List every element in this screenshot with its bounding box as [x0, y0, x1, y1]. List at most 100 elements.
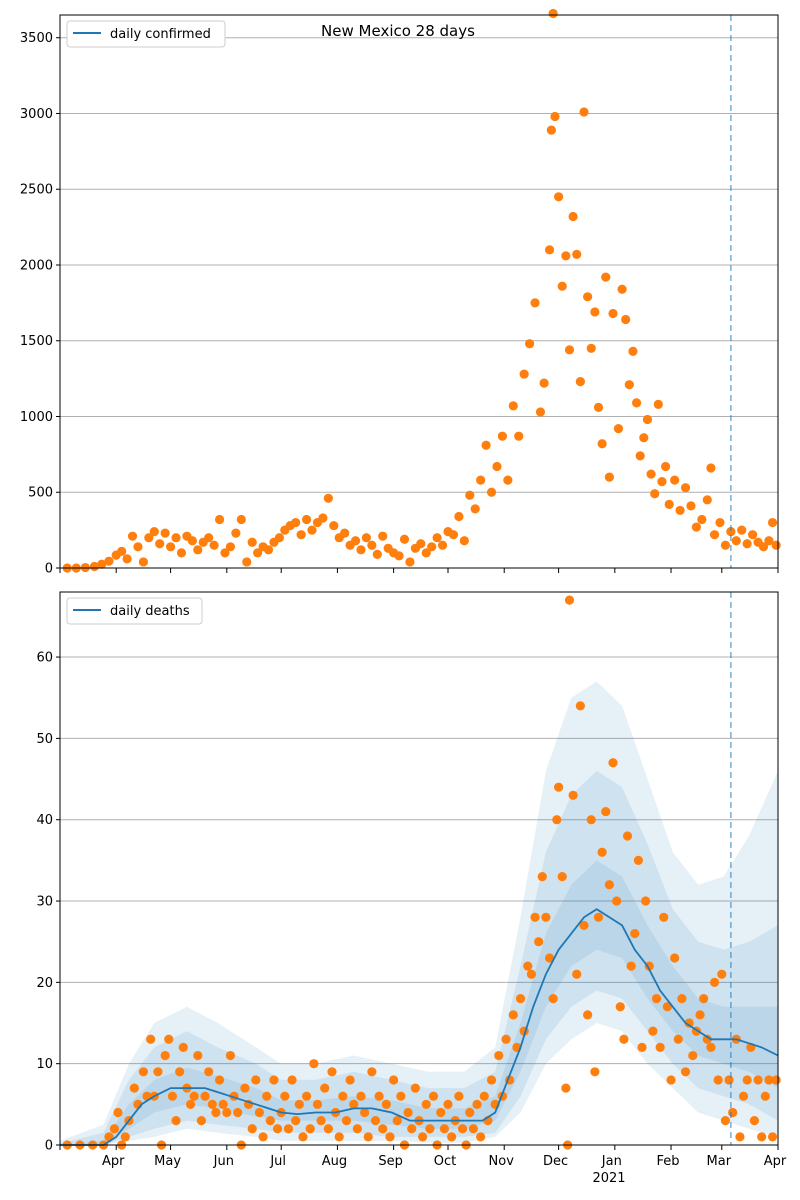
deaths-y-ticks: 0 10 20 30 40 50 60 — [36, 651, 60, 1154]
deaths-panel: 0 10 20 30 40 50 60 Apr May Jun Jul Aug Sep Oct Nov De… — [36, 591, 787, 1186]
deaths-point — [604, 880, 614, 890]
deaths-point — [699, 994, 709, 1004]
confirmed-point — [628, 346, 638, 356]
deaths-point — [601, 806, 611, 817]
confirmed-point — [660, 461, 671, 472]
confirmed-point — [187, 536, 197, 546]
confirmed-point — [650, 489, 660, 499]
deaths-model-line — [60, 908, 779, 1146]
deaths-point — [552, 815, 562, 825]
confirmed-point — [539, 378, 549, 388]
deaths-point — [204, 1067, 214, 1077]
deaths-point — [757, 1132, 767, 1142]
confirmed-point — [405, 557, 415, 567]
deaths-point — [454, 1091, 464, 1101]
confirmed-point — [597, 439, 607, 449]
confirmed-x-ticks — [59, 568, 779, 573]
confirmed-point — [97, 559, 107, 569]
confirmed-point — [557, 281, 567, 291]
confirmed-point — [764, 536, 774, 546]
confirmed-point — [530, 298, 540, 308]
confirmed-point — [550, 111, 560, 122]
deaths-x-tick-label: Feb — [657, 1154, 680, 1169]
confirmed-point — [575, 377, 585, 387]
deaths-point — [476, 1132, 486, 1142]
deaths-point — [486, 1075, 497, 1085]
confirmed-point — [176, 548, 187, 558]
confirmed-point — [399, 534, 410, 544]
deaths-point — [262, 1091, 272, 1101]
deaths-x-tick-label: Oct — [434, 1154, 456, 1169]
deaths-point — [713, 1075, 723, 1085]
deaths-point — [367, 1067, 377, 1077]
deaths-axes-frame — [59, 591, 779, 1146]
deaths-point — [728, 1107, 738, 1118]
deaths-point — [378, 1124, 388, 1134]
confirmed-point — [586, 343, 596, 353]
deaths-point — [428, 1091, 439, 1101]
confirmed-y-tick-label: 2500 — [20, 183, 53, 198]
deaths-point — [189, 1091, 199, 1101]
deaths-point — [352, 1124, 362, 1134]
confirmed-marks — [62, 8, 781, 573]
confirmed-point — [242, 557, 252, 567]
confirmed-point — [657, 477, 667, 487]
deaths-point — [338, 1091, 348, 1101]
deaths-point — [515, 994, 526, 1004]
confirmed-point — [593, 402, 604, 413]
deaths-point — [120, 1132, 130, 1142]
confirmed-point — [307, 525, 317, 535]
chart-title: New Mexico 28 days — [321, 22, 475, 40]
deaths-point — [334, 1132, 344, 1142]
deaths-band-90 — [60, 770, 778, 1145]
deaths-point — [680, 1067, 691, 1077]
confirmed-point — [514, 431, 524, 441]
confirmed-point — [253, 548, 263, 558]
confirmed-point — [432, 533, 442, 543]
deaths-point — [468, 1124, 478, 1134]
confirmed-point — [448, 530, 459, 540]
deaths-point — [312, 1099, 323, 1109]
deaths-point — [164, 1034, 174, 1044]
confirmed-point — [535, 407, 546, 417]
deaths-point — [356, 1091, 366, 1101]
deaths-point — [385, 1132, 395, 1142]
confirmed-point — [220, 548, 230, 558]
confirmed-y-tick-label: 0 — [45, 562, 53, 577]
deaths-point — [626, 961, 636, 971]
deaths-point — [341, 1116, 352, 1126]
deaths-point — [709, 977, 720, 987]
deaths-point — [240, 1083, 250, 1093]
confirmed-point — [564, 345, 575, 355]
deaths-point — [457, 1124, 468, 1134]
deaths-point — [421, 1099, 431, 1109]
deaths-x-tick-label: Jun — [213, 1154, 234, 1169]
deaths-point — [327, 1067, 337, 1077]
confirmed-point — [356, 545, 366, 555]
deaths-point — [724, 1075, 734, 1085]
confirmed-point — [481, 440, 491, 450]
confirmed-point — [670, 475, 680, 485]
deaths-point — [717, 969, 727, 979]
deaths-point — [530, 912, 540, 922]
confirmed-point — [642, 414, 653, 425]
deaths-point — [655, 1042, 665, 1053]
confirmed-point — [691, 522, 702, 532]
deaths-point — [548, 994, 558, 1004]
deaths-point — [305, 1124, 315, 1134]
confirmed-point — [686, 501, 696, 511]
deaths-point — [630, 928, 640, 939]
confirmed-point — [171, 533, 181, 543]
deaths-point — [659, 912, 669, 922]
confirmed-point — [247, 537, 257, 547]
deaths-point — [619, 1034, 629, 1044]
deaths-point — [662, 1002, 672, 1012]
deaths-point — [265, 1116, 275, 1126]
confirmed-point — [214, 514, 225, 525]
deaths-point — [738, 1091, 749, 1101]
deaths-point — [447, 1132, 457, 1142]
deaths-point — [641, 896, 651, 906]
deaths-point — [374, 1091, 384, 1101]
deaths-point — [146, 1034, 156, 1044]
